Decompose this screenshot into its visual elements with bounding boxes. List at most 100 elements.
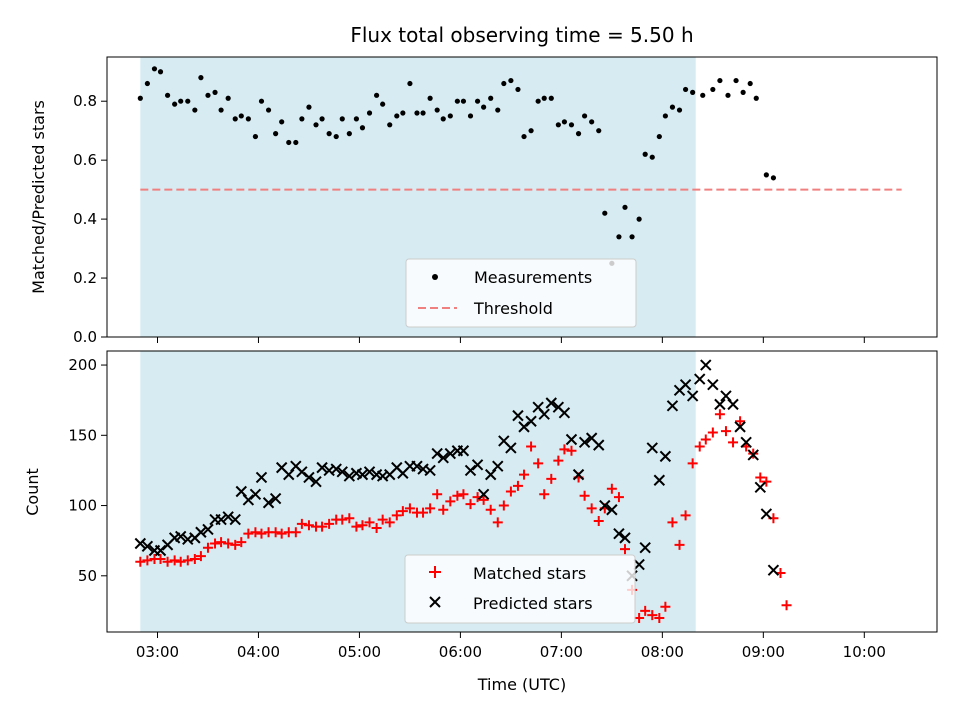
predicted-star-point <box>639 541 651 554</box>
matched-star-point <box>519 469 530 480</box>
predicted-star-point <box>558 407 571 419</box>
predicted-star-point <box>545 397 557 409</box>
predicted-star-point <box>505 442 517 454</box>
measurement-point <box>481 104 487 110</box>
measurement-point <box>185 98 191 104</box>
matched-star-point <box>351 521 362 532</box>
predicted-star-point <box>633 558 645 571</box>
measurement-point <box>725 92 731 98</box>
legend-matched-label: Matched stars <box>473 564 586 583</box>
matched-star-point <box>539 489 550 500</box>
measurement-point <box>387 122 393 128</box>
matched-star-point <box>256 528 267 539</box>
matched-star-point <box>647 610 658 621</box>
measurement-point <box>319 116 325 122</box>
measurement-point <box>225 95 231 101</box>
legend-predicted-label: Predicted stars <box>473 594 593 613</box>
measurement-point <box>380 101 386 107</box>
measurement-point <box>662 113 668 119</box>
measurement-point <box>733 77 739 84</box>
top-legend-box <box>405 258 637 328</box>
predicted-star-point <box>767 564 780 576</box>
measurement-point <box>602 210 608 216</box>
top-panel: 0.00.20.40.60.8 Matched/Predicted stars … <box>29 56 938 346</box>
predicted-star-point <box>492 460 504 472</box>
predicted-star-point <box>572 468 585 481</box>
measurement-point <box>495 107 501 113</box>
matched-star-point <box>533 458 544 469</box>
bottom-y-axis-label: Count <box>23 468 42 516</box>
predicted-star-point <box>336 466 348 478</box>
matched-star-point <box>270 527 281 538</box>
matched-star-point <box>162 556 173 567</box>
predicted-star-point <box>363 466 376 478</box>
matched-star-point <box>175 556 186 567</box>
predicted-star-point <box>512 409 524 422</box>
measurement-point <box>434 107 440 113</box>
measurement-point <box>212 89 218 95</box>
matched-star-point <box>337 514 348 525</box>
matched-star-point <box>700 434 711 445</box>
measurement-point <box>740 89 746 95</box>
measurement-point <box>245 116 251 122</box>
measurement-point <box>467 113 474 119</box>
matched-star-point <box>135 556 146 567</box>
measurement-point <box>561 119 568 125</box>
matched-star-point <box>781 600 792 611</box>
measurement-point <box>192 107 198 113</box>
matched-star-point <box>640 605 651 616</box>
x-tick-label: 06:00 <box>439 643 482 661</box>
matched-star-point <box>364 517 375 528</box>
matched-star-point <box>465 499 476 510</box>
matched-star-point <box>236 537 247 548</box>
measurement-point <box>642 151 648 157</box>
predicted-star-point <box>431 447 443 460</box>
bottom-legend-box <box>404 554 636 624</box>
predicted-star-point <box>343 470 356 482</box>
measurement-point <box>164 92 171 98</box>
predicted-star-point <box>154 544 167 557</box>
matched-star-point <box>438 504 449 515</box>
bottom-axes-frame <box>106 350 938 633</box>
measurement-point <box>306 104 312 110</box>
matched-star-point <box>142 555 153 566</box>
predicted-star-point <box>593 439 605 451</box>
matched-star-point <box>755 472 766 483</box>
predicted-star-point <box>310 475 322 488</box>
matched-star-point <box>492 517 503 528</box>
x-tick-label: 03:00 <box>136 643 179 661</box>
measurement-point <box>178 98 184 104</box>
predicted-star-point <box>599 499 611 512</box>
matched-star-point <box>505 486 516 497</box>
matched-star-point <box>290 527 301 538</box>
matched-star-point <box>445 496 456 507</box>
matched-star-point <box>432 489 443 500</box>
measurement-point <box>541 95 547 101</box>
predicted-star-point <box>249 488 262 501</box>
measurement-point <box>420 110 426 116</box>
matched-star-point <box>317 521 328 532</box>
matched-star-point <box>303 520 314 531</box>
measurement-point <box>326 131 332 137</box>
matched-star-point <box>324 518 335 529</box>
y-tick-label: 200 <box>68 356 97 374</box>
predicted-star-point <box>202 523 214 536</box>
predicted-star-point <box>134 537 147 550</box>
measurement-point <box>157 69 164 75</box>
predicted-star-point <box>195 526 207 538</box>
predicted-star-point <box>700 359 712 371</box>
measurement-point <box>232 116 238 122</box>
measurement-point <box>286 139 292 146</box>
matched-star-point <box>296 518 307 529</box>
matched-star-point <box>579 490 590 501</box>
matched-star-point <box>169 555 180 566</box>
predicted-star-point <box>538 408 550 420</box>
bottom-y-ticks: 50 100 150 200 <box>68 356 107 585</box>
measurement-point <box>700 92 706 98</box>
measurement-point <box>548 95 554 101</box>
matched-star-points <box>135 409 792 623</box>
matched-star-point <box>243 528 254 539</box>
x-tick-label: 05:00 <box>338 643 381 661</box>
matched-star-point <box>593 516 604 527</box>
measurement-point <box>682 86 689 93</box>
